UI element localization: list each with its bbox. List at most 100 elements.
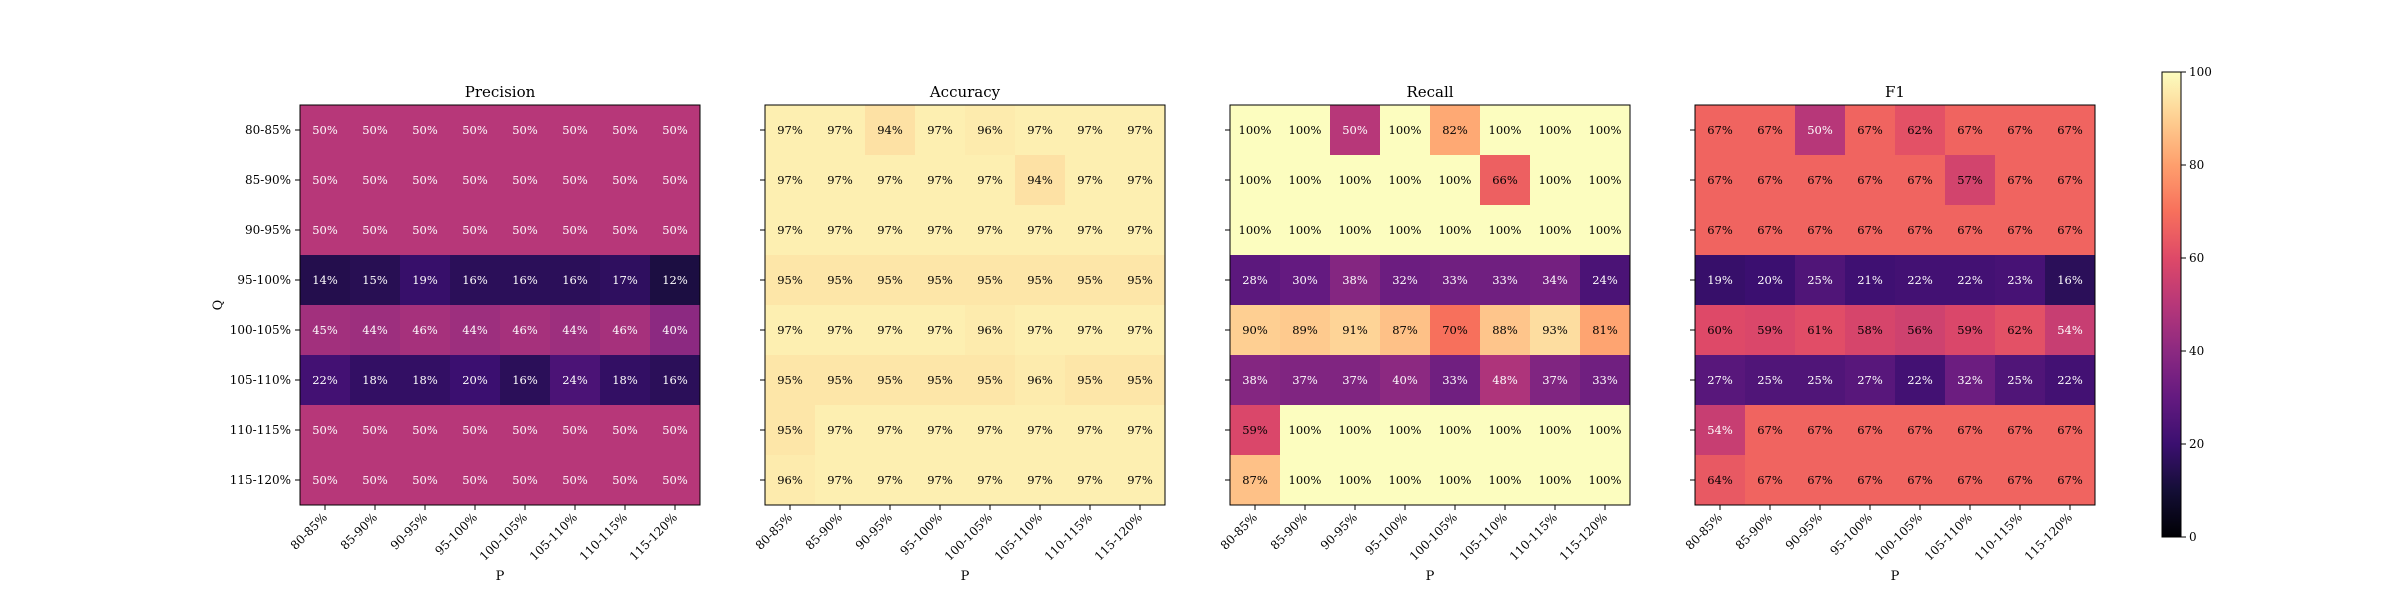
heatmap-cell [915, 305, 965, 355]
cell-value-label: 97% [877, 323, 903, 337]
heatmap-cell [1430, 305, 1480, 355]
cell-value-label: 38% [1342, 273, 1368, 287]
cell-value-label: 25% [1757, 373, 1783, 387]
x-tick-label: 115-120% [1557, 510, 1610, 563]
cell-value-label: 67% [2057, 423, 2083, 437]
cell-value-label: 87% [1242, 473, 1268, 487]
heatmap-cell [1065, 405, 1115, 455]
heatmap-cell [1065, 205, 1115, 255]
cell-value-label: 50% [312, 123, 338, 137]
heatmap-cell [300, 205, 350, 255]
y-tick-label: 105-110% [230, 373, 291, 387]
x-tick-label: 85-90% [1268, 510, 1310, 552]
cell-value-label: 54% [1707, 423, 1733, 437]
heatmap-cell [650, 405, 700, 455]
cell-value-label: 50% [412, 123, 438, 137]
cell-value-label: 97% [1027, 323, 1053, 337]
x-tick-label: 110-115% [1972, 510, 2025, 563]
heatmap-cell [1895, 105, 1945, 155]
cell-value-label: 67% [2057, 123, 2083, 137]
heatmap-cell [600, 305, 650, 355]
x-tick-label: 80-85% [288, 510, 330, 552]
cell-value-label: 67% [1907, 173, 1933, 187]
heatmap-cell [1995, 105, 2045, 155]
cell-value-label: 44% [362, 323, 388, 337]
heatmap-cell [1580, 205, 1630, 255]
cell-value-label: 59% [1957, 323, 1983, 337]
cell-value-label: 50% [412, 423, 438, 437]
x-tick-label: 110-115% [1507, 510, 1560, 563]
cell-value-label: 67% [1957, 123, 1983, 137]
heatmap-cell [450, 455, 500, 505]
heatmap-cell [1530, 355, 1580, 405]
cell-value-label: 81% [1592, 323, 1618, 337]
cell-value-label: 19% [1707, 273, 1733, 287]
x-tick-label: 85-90% [803, 510, 845, 552]
heatmap-cell [1280, 155, 1330, 205]
x-tick-label: 90-95% [1783, 510, 1825, 552]
cell-value-label: 50% [512, 123, 538, 137]
cell-value-label: 95% [777, 273, 803, 287]
heatmap-cell [1695, 155, 1745, 205]
cell-value-label: 100% [1339, 223, 1372, 237]
cell-value-label: 97% [827, 123, 853, 137]
heatmap-cell [1795, 355, 1845, 405]
heatmap-cell [1945, 155, 1995, 205]
heatmap-cell [865, 355, 915, 405]
heatmap-cell [1695, 305, 1745, 355]
cell-value-label: 50% [1807, 123, 1833, 137]
heatmap-cell [915, 455, 965, 505]
cell-value-label: 100% [1439, 173, 1472, 187]
heatmap-cell [1115, 205, 1165, 255]
x-tick-label: 100-105% [477, 510, 530, 563]
heatmap-cell [1015, 455, 1065, 505]
cell-value-label: 67% [1757, 423, 1783, 437]
cell-value-label: 67% [1957, 423, 1983, 437]
heatmap-cell [1845, 305, 1895, 355]
panel-title: Recall [1406, 83, 1453, 101]
heatmap-cell [765, 455, 815, 505]
heatmap-cell [450, 205, 500, 255]
cell-value-label: 24% [1592, 273, 1618, 287]
cell-value-label: 44% [562, 323, 588, 337]
cell-value-label: 95% [927, 373, 953, 387]
cell-value-label: 67% [2007, 223, 2033, 237]
heatmap-cell [1530, 455, 1580, 505]
cell-value-label: 67% [1707, 223, 1733, 237]
heatmap-cell [1330, 455, 1380, 505]
cell-value-label: 91% [1342, 323, 1368, 337]
cell-value-label: 67% [2057, 173, 2083, 187]
heatmap-cell [1895, 455, 1945, 505]
heatmap-cell [1845, 205, 1895, 255]
cell-value-label: 97% [877, 423, 903, 437]
cell-value-label: 82% [1442, 123, 1468, 137]
heatmap-cell [1745, 255, 1795, 305]
y-tick-label: 115-120% [230, 473, 291, 487]
heatmap-cell [500, 255, 550, 305]
cell-value-label: 67% [1857, 473, 1883, 487]
cell-value-label: 67% [1707, 173, 1733, 187]
cell-value-label: 100% [1439, 223, 1472, 237]
x-tick-label: 85-90% [1733, 510, 1775, 552]
cell-value-label: 100% [1389, 173, 1422, 187]
x-tick-label: 110-115% [577, 510, 630, 563]
heatmap-cell [350, 455, 400, 505]
x-tick-label: 105-110% [1922, 510, 1975, 563]
cell-value-label: 12% [662, 273, 688, 287]
cell-value-label: 66% [1492, 173, 1518, 187]
cell-value-label: 97% [1077, 473, 1103, 487]
heatmap-cell [300, 105, 350, 155]
heatmap-cell [1795, 205, 1845, 255]
cell-value-label: 50% [362, 223, 388, 237]
cell-value-label: 67% [1957, 473, 1983, 487]
cell-value-label: 95% [777, 373, 803, 387]
cell-value-label: 45% [312, 323, 338, 337]
cell-value-label: 17% [612, 273, 638, 287]
cell-value-label: 27% [1857, 373, 1883, 387]
cell-value-label: 100% [1339, 473, 1372, 487]
cell-value-label: 97% [927, 223, 953, 237]
heatmap-cell [550, 255, 600, 305]
heatmap-cell [1845, 105, 1895, 155]
heatmap-cell [1895, 355, 1945, 405]
heatmap-cell [1745, 205, 1795, 255]
